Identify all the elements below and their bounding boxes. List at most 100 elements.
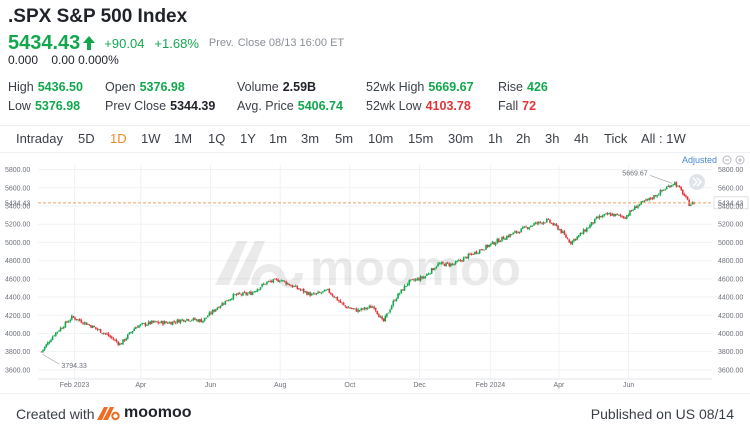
candle-body bbox=[541, 222, 543, 224]
candle-body bbox=[400, 289, 403, 294]
y-tick-label-right: 5400.00 bbox=[718, 203, 743, 210]
candle-body bbox=[627, 215, 630, 216]
candle-body bbox=[587, 227, 590, 229]
candle-body bbox=[270, 281, 273, 282]
candle-body bbox=[606, 213, 609, 215]
tab-5min[interactable]: 5m bbox=[335, 131, 354, 146]
tab-intraday[interactable]: Intraday bbox=[16, 131, 63, 146]
candle-body bbox=[608, 213, 610, 215]
candle-body bbox=[533, 223, 535, 226]
tab-1y[interactable]: 1Y bbox=[240, 131, 256, 146]
tab-2h[interactable]: 2h bbox=[516, 131, 531, 146]
candle-body bbox=[398, 293, 401, 295]
candle-body bbox=[346, 306, 348, 309]
last-price-label-left: 5434.43 bbox=[5, 200, 30, 207]
candle-body bbox=[253, 291, 255, 293]
candle-body bbox=[552, 223, 555, 226]
candle-body bbox=[48, 341, 51, 343]
price-chart[interactable]: moomoo 5434.43 5434.43 5669.67 3794.33 360… bbox=[0, 165, 750, 393]
candle-body bbox=[378, 314, 380, 318]
y-tick-label-left: 4200.00 bbox=[5, 313, 30, 320]
candle-body bbox=[114, 339, 116, 341]
tab-1d[interactable]: 1D bbox=[110, 131, 127, 146]
candle-body bbox=[523, 226, 526, 228]
tab-tick[interactable]: Tick bbox=[604, 131, 628, 146]
candle-body bbox=[651, 198, 654, 200]
candle-body bbox=[125, 338, 127, 341]
stat-open-value: 5376.98 bbox=[139, 80, 185, 94]
candle-body bbox=[565, 234, 567, 238]
candle-body bbox=[72, 316, 75, 318]
candle-body bbox=[198, 319, 201, 322]
candle-body bbox=[609, 213, 612, 216]
footer: Created with moomoo Published on US 08/1… bbox=[0, 393, 750, 435]
tab-4h[interactable]: 4h bbox=[574, 131, 589, 146]
candle-body bbox=[87, 324, 89, 325]
tab-15min[interactable]: 15m bbox=[408, 131, 434, 146]
candle-body bbox=[315, 293, 318, 295]
candle-body bbox=[40, 351, 43, 353]
adjusted-toggle[interactable]: Adjusted bbox=[682, 155, 748, 165]
tab-5d[interactable]: 5D bbox=[78, 131, 95, 146]
candle-body bbox=[74, 317, 76, 320]
stat-avg-price: Avg. Price 5406.74 bbox=[237, 99, 343, 113]
candle-body bbox=[307, 292, 310, 295]
candle-body bbox=[595, 217, 598, 219]
candle-body bbox=[160, 320, 163, 323]
stat-open: Open 5376.98 bbox=[105, 80, 185, 94]
candle-body bbox=[285, 281, 287, 285]
candle-body bbox=[360, 308, 363, 311]
candle-body bbox=[355, 308, 358, 312]
candle-body bbox=[267, 281, 270, 282]
candle-body bbox=[504, 239, 507, 240]
tab-3h[interactable]: 3h bbox=[545, 131, 560, 146]
x-tick-label: Feb 2024 bbox=[476, 382, 506, 389]
stat-prev-close-label: Prev Close bbox=[105, 99, 167, 113]
tab-1w[interactable]: 1W bbox=[141, 131, 161, 146]
candle-body bbox=[373, 306, 375, 309]
candle-body bbox=[243, 291, 246, 293]
tab-1h[interactable]: 1h bbox=[488, 131, 503, 146]
tab-all-1w[interactable]: All : 1W bbox=[641, 131, 686, 146]
candle-body bbox=[195, 319, 198, 321]
tab-1m-period[interactable]: 1M bbox=[174, 131, 193, 146]
candle-body bbox=[427, 273, 430, 275]
candle-body bbox=[539, 221, 542, 223]
x-tick-label: Feb 2023 bbox=[60, 382, 90, 389]
candle-body bbox=[472, 253, 475, 255]
candle-body bbox=[490, 243, 492, 246]
candle-body bbox=[544, 222, 547, 224]
tab-1min[interactable]: 1m bbox=[269, 131, 288, 146]
candle-body bbox=[59, 327, 62, 331]
candle-body bbox=[534, 222, 537, 224]
candle-body bbox=[574, 238, 577, 241]
candle-body bbox=[691, 202, 694, 205]
candle-body bbox=[203, 317, 206, 321]
candle-body bbox=[589, 224, 591, 228]
candle-body bbox=[194, 318, 196, 321]
candle-body bbox=[322, 291, 324, 293]
candle-body bbox=[633, 206, 636, 210]
candle-body bbox=[133, 328, 135, 331]
last-price-tag-right bbox=[713, 196, 749, 210]
candle-body bbox=[218, 307, 220, 308]
candle-body bbox=[301, 289, 303, 291]
candle-body bbox=[582, 229, 585, 234]
candle-body bbox=[554, 223, 556, 225]
stat-rise-value: 426 bbox=[527, 80, 548, 94]
candle-body bbox=[154, 321, 156, 323]
tab-30min[interactable]: 30m bbox=[448, 131, 474, 146]
zoom-controls-icon[interactable] bbox=[722, 155, 748, 165]
candle-body bbox=[661, 189, 663, 191]
candle-body bbox=[214, 309, 217, 312]
candle-body bbox=[629, 210, 631, 216]
tab-10min[interactable]: 10m bbox=[368, 131, 394, 146]
candle-body bbox=[306, 291, 308, 295]
timeframe-tabs: Intraday 5D 1D 1W 1M 1Q 1Y 1m 3m 5m 10m … bbox=[0, 125, 750, 153]
candle-body bbox=[392, 300, 395, 306]
scroll-right-button[interactable] bbox=[689, 174, 705, 190]
tab-1q[interactable]: 1Q bbox=[208, 131, 226, 146]
candle-body bbox=[571, 240, 574, 245]
tab-3min[interactable]: 3m bbox=[301, 131, 320, 146]
stats-panel: High 5436.50 Low 5376.98 Open 5376.98 Prev … bbox=[8, 80, 748, 120]
